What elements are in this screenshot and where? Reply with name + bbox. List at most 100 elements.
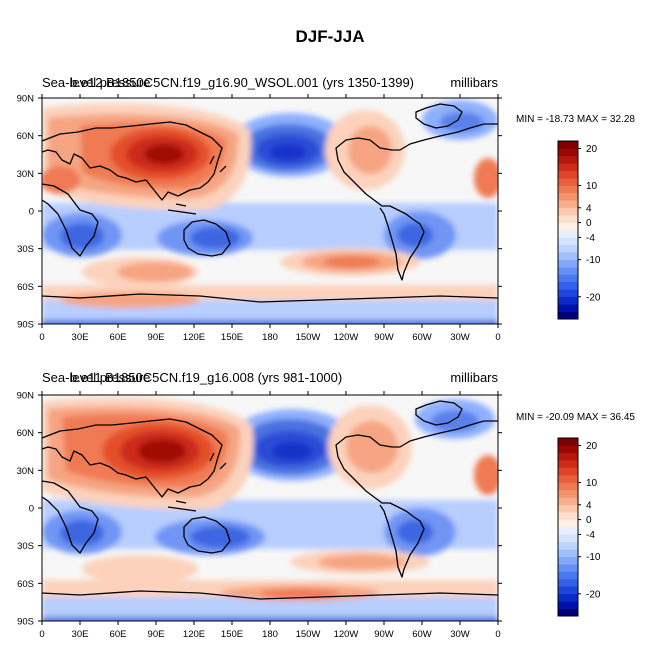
x-tick-label: 30W (450, 629, 470, 640)
field-region (397, 223, 433, 247)
coastline (183, 516, 231, 554)
colorbar-swatch (558, 200, 578, 209)
colorbar-swatch (558, 556, 578, 565)
coastline (335, 420, 498, 578)
panel-2: Sea-level pressure b.e11.B1850C5CN.f19_g… (17, 370, 636, 640)
colorbar-swatch (558, 549, 578, 557)
colorbar-swatch (558, 504, 578, 513)
coastline (41, 183, 99, 257)
colorbar-swatch (558, 534, 578, 543)
colorbar-swatch (558, 178, 578, 186)
field-region (324, 256, 380, 268)
field-region (190, 227, 240, 249)
x-tick-label: 120E (183, 629, 205, 640)
y-tick-label: 60N (17, 131, 35, 142)
panel-2-coastlines (41, 400, 499, 600)
y-tick-label: 60S (17, 579, 34, 590)
colorbar-label: 0 (586, 218, 592, 229)
colorbar-swatch (558, 296, 578, 305)
colorbar-label: 4 (586, 500, 592, 511)
colorbar-swatch (558, 527, 578, 535)
colorbar-swatch (558, 259, 578, 268)
panel-1-colorbar: 20 10 4 0 -4 -10 -20 (557, 140, 601, 320)
x-tick-label: 150E (221, 332, 243, 343)
coastline (167, 203, 197, 215)
x-tick-label: 30E (72, 629, 89, 640)
field-region (318, 554, 406, 570)
panel-1-map (42, 98, 498, 324)
colorbar-swatch (558, 571, 578, 580)
colorbar-swatch (558, 601, 578, 609)
colorbar-swatch (558, 467, 578, 476)
colorbar-swatch (558, 170, 578, 179)
panel-1-yticks: 90N 60N 30N 0 30S 60S 90S (17, 94, 502, 331)
x-tick-label: 120E (183, 332, 205, 343)
y-tick-label: 90N (17, 94, 35, 105)
colorbar-label: -4 (586, 530, 595, 541)
coastline (167, 500, 197, 512)
x-tick-label: 0 (495, 629, 500, 640)
x-tick-label: 120W (334, 629, 359, 640)
field-region (42, 166, 80, 194)
field-region (42, 615, 498, 621)
x-tick-label: 180 (262, 332, 278, 343)
colorbar-label: 20 (586, 144, 598, 155)
colorbar-label: 10 (586, 478, 598, 489)
field-region (117, 262, 193, 282)
coastline (209, 452, 227, 470)
coastline (183, 219, 231, 257)
x-tick-label: 60E (110, 629, 127, 640)
coastline (335, 123, 498, 281)
y-tick-label: 60S (17, 282, 34, 293)
colorbar-label: -20 (586, 292, 601, 303)
field-region (42, 593, 498, 617)
colorbar-swatch (558, 237, 578, 246)
field-region (346, 421, 398, 473)
panel-2-colorbar: 20 10 4 0 -4 -10 -20 (557, 437, 601, 617)
field-region (42, 318, 498, 324)
colorbar-swatch (558, 281, 578, 290)
colorbar-swatch (558, 586, 578, 595)
colorbar-swatch (558, 274, 578, 283)
colorbar-swatch (558, 215, 578, 223)
field-region (60, 223, 104, 249)
field-region (474, 158, 498, 198)
colorbar-swatch (558, 252, 578, 260)
y-tick-label: 30S (17, 244, 34, 255)
colorbar-swatch (558, 482, 578, 491)
colorbar-swatch (558, 593, 578, 602)
x-tick-label: 150E (221, 629, 243, 640)
x-tick-label: 180 (262, 629, 278, 640)
y-tick-label: 90N (17, 391, 35, 402)
colorbar-swatch (558, 222, 578, 231)
colorbar-swatch (558, 497, 578, 506)
y-tick-label: 30N (17, 169, 35, 180)
colorbar-swatch (558, 445, 578, 454)
panel-2-pressure-field (42, 397, 498, 621)
x-tick-label: 60W (412, 332, 432, 343)
field-region (60, 520, 104, 546)
x-tick-label: 120W (334, 332, 359, 343)
panel-1-title-case: b.e12.B1850C5CN.f19_g16.90_WSOL.001 (yrs… (70, 75, 414, 90)
colorbar-swatch (558, 185, 578, 194)
x-tick-label: 60E (110, 332, 127, 343)
field-region (397, 520, 433, 544)
colorbar-label: 0 (586, 515, 592, 526)
coastline (41, 590, 499, 600)
field-region (431, 410, 479, 432)
field-region (60, 292, 200, 308)
figure-title: DJF-JJA (296, 27, 365, 46)
coastline (209, 155, 227, 173)
coastline (41, 418, 223, 498)
y-tick-label: 0 (29, 504, 34, 515)
x-tick-label: 0 (39, 332, 44, 343)
y-tick-label: 0 (29, 207, 34, 218)
colorbar-swatch (558, 541, 578, 550)
panel-2-title-case: b.e11.B1850C5CN.f19_g16.008 (yrs 981-100… (70, 370, 342, 385)
y-tick-label: 30S (17, 541, 34, 552)
field-region (82, 555, 198, 583)
colorbar-swatch (558, 163, 578, 171)
coastline (41, 480, 99, 554)
colorbar-swatch (558, 267, 578, 275)
x-tick-label: 30W (450, 332, 470, 343)
